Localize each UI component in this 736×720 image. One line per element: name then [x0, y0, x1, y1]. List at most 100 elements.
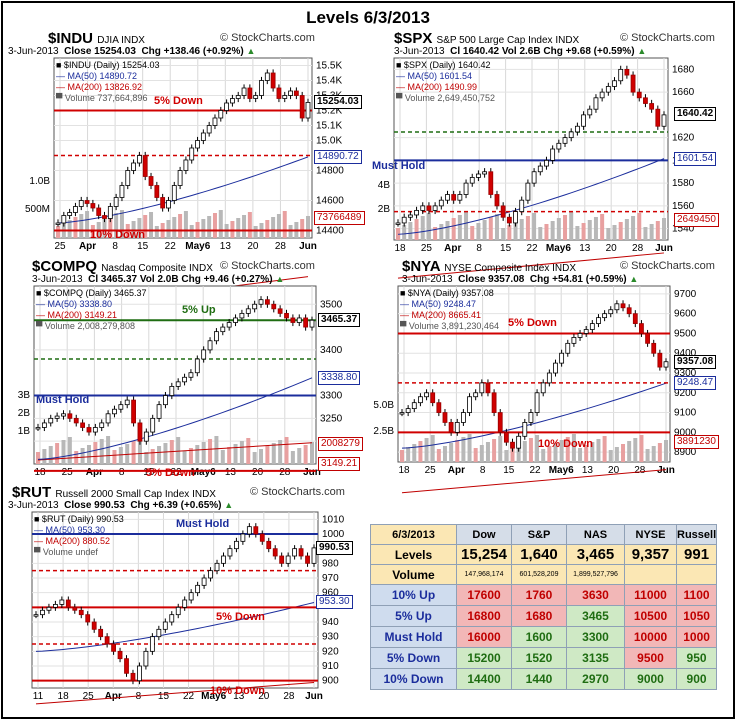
volume-bar	[108, 216, 113, 238]
x-tick-label: 8	[119, 467, 125, 478]
up-triangle-icon: ▲	[629, 274, 639, 284]
candle-body	[113, 197, 119, 207]
volume-bar	[581, 223, 586, 240]
legend-entry: — MA(200) 1490.99	[396, 82, 478, 92]
candle-body	[651, 342, 657, 354]
volume-bar	[449, 443, 454, 462]
x-tick-label: 25	[425, 465, 437, 476]
table-cell: 9500	[624, 647, 677, 669]
candle-body	[448, 422, 454, 433]
volume-bar	[303, 445, 308, 464]
volume-bar	[400, 450, 404, 462]
volume-bar	[114, 213, 119, 238]
volume-tick-label: 1.0B	[29, 176, 50, 187]
chart-close: Close 9357.08	[458, 274, 525, 285]
volume-bar	[553, 443, 558, 462]
chart-name: Russell 2000 Small Cap Index INDX	[55, 489, 216, 500]
candle-body	[430, 392, 436, 404]
y-tick-label: 9400	[674, 348, 697, 359]
candle-body	[519, 199, 525, 212]
candle-body	[125, 170, 131, 186]
x-tick-label: 20	[252, 467, 264, 478]
chart-legend: ■ $RUT (Daily) 990.53— MA(50) 953.30— MA…	[34, 514, 124, 558]
value-tag: 2649450	[674, 213, 719, 227]
candle-body	[142, 155, 148, 177]
volume-bar	[445, 221, 450, 240]
row-label-levels: Levels	[370, 544, 457, 565]
volume-tick-label: 3B	[18, 390, 31, 401]
candle-body	[80, 422, 86, 428]
candle-body	[473, 392, 479, 398]
table-cell: 16000	[456, 626, 512, 648]
stockcharts-logo: © StockCharts.com	[220, 260, 315, 272]
candle-body	[643, 97, 648, 104]
volume-bar	[522, 441, 527, 462]
candle-body	[65, 599, 71, 608]
value-tag: 9357.08	[674, 354, 717, 369]
candle-body	[160, 197, 166, 209]
chart-name: NYSE Composite Index INDX	[444, 263, 576, 274]
x-tick-label: 18	[34, 467, 46, 478]
x-tick-label: 8	[480, 465, 486, 476]
x-tick-label: 22	[529, 465, 541, 476]
candle-body	[288, 90, 293, 96]
volume-bar	[86, 445, 91, 464]
table-cell: 3135	[566, 647, 625, 669]
table-cell: 10000	[624, 626, 677, 648]
candle-body	[596, 317, 601, 324]
value-tag: 1640.42	[674, 107, 717, 122]
candle-body	[399, 412, 405, 415]
candle-body	[556, 142, 562, 150]
chart-svg: 25Apr81522May6132028Jun15.5K15.4K15.3K15…	[25, 57, 344, 309]
row-label-volume: Volume	[370, 564, 457, 585]
x-tick-label: 28	[275, 241, 287, 252]
volume-bar	[612, 225, 617, 240]
chart-symbol: $RUT	[12, 484, 52, 501]
stockcharts-logo: © StockCharts.com	[620, 32, 715, 44]
x-tick-label: 15	[143, 467, 155, 478]
candle-body	[124, 658, 129, 674]
candle-body	[246, 526, 252, 535]
candle-body	[528, 412, 534, 423]
candle-body	[247, 87, 253, 99]
volume-bar	[633, 438, 638, 462]
legend-entry: — MA(50) 9248.47	[400, 299, 477, 309]
level-value: 9,357	[624, 544, 677, 565]
candle-body	[162, 621, 168, 630]
candle-body	[98, 628, 104, 638]
ma200-line	[401, 469, 667, 494]
volume-bar	[137, 438, 142, 464]
candle-body	[233, 317, 238, 323]
y-tick-label: 1680	[672, 64, 695, 75]
volume-bar	[182, 451, 187, 464]
volume-bar	[476, 223, 481, 240]
up-triangle-icon: ▲	[224, 500, 234, 510]
volume-bar	[424, 438, 429, 462]
candle-body	[259, 80, 264, 96]
volume-tick-label: 1B	[18, 426, 31, 437]
chart-change: Chg +54.81 (+0.59%)	[529, 274, 627, 285]
volume-bar	[485, 442, 490, 462]
table-cell: 9000	[624, 668, 677, 690]
ma50-line	[401, 382, 667, 449]
level-annotation: 5% Down	[508, 317, 557, 330]
volume-bar	[569, 212, 574, 240]
level-annotation: 5% Down	[154, 94, 203, 107]
candle-body	[516, 435, 522, 449]
volume-bar	[214, 436, 219, 464]
candle-body	[41, 422, 47, 428]
x-tick-label: 28	[279, 467, 291, 478]
candle-body	[208, 570, 213, 579]
col-header: Dow	[456, 524, 512, 545]
chart-panel-compq: $COMPQ Nasdaq Composite INDX © StockChar…	[8, 258, 368, 480]
value-tag: 3338.80	[318, 370, 361, 385]
volume-bar	[664, 440, 668, 462]
x-tick-label: 28	[283, 691, 295, 702]
candle-body	[107, 206, 113, 219]
candle-body	[195, 584, 201, 594]
candle-body	[500, 205, 506, 218]
x-tick-label: 22	[183, 691, 195, 702]
candle-body	[305, 102, 311, 119]
y-tick-label: 9500	[674, 328, 697, 339]
volume-bar	[618, 222, 623, 240]
